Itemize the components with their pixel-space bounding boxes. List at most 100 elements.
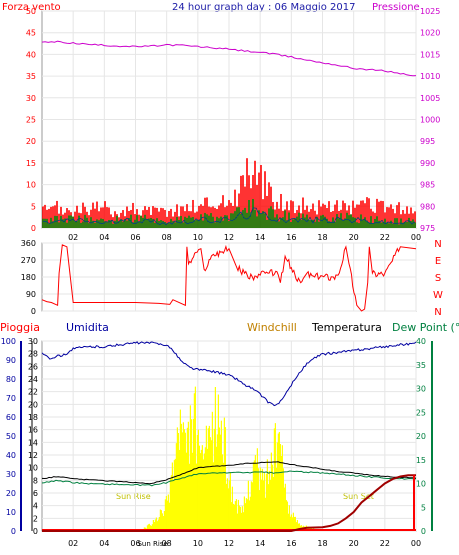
humidity-tick-label: 60 [6,413,16,422]
rain-tick-label: 20 [28,400,38,409]
pressure-line [41,40,417,77]
time-tick-label: 12 [224,233,234,242]
humidity-tick-label: 90 [6,356,16,365]
rain-tick-label: 28 [28,350,38,359]
time-tick-label: 18 [317,233,327,242]
direction-plot: 0 N 90 W 180 S 270 E 360 N [21,239,443,318]
time-tick-label: 04 [99,539,109,548]
humidity-tick-label: 0 [11,527,16,536]
pressure-tick-label: 975 [420,224,435,233]
compass-label: E [435,256,441,267]
compass-label: N [434,239,441,250]
dewpoint-line [41,470,416,487]
rain-tick-label: 18 [28,413,38,422]
time-tick-label: 06 [130,539,140,548]
time-tick-label: 22 [380,233,390,242]
pressure-tick-label: 990 [420,159,435,168]
rain-tick-label: 16 [28,426,38,435]
sun-rise-label: Sun Rise [116,492,151,501]
humidity-tick-label: 70 [6,394,16,403]
legend-dewpoint: Dew Point (°C [392,321,459,334]
wind-tick-label: 0 [31,224,36,233]
time-tick-label: 20 [349,539,359,548]
temperature-line [41,461,417,485]
direction-tick-label: 90 [26,290,36,299]
time-tick-label: 18 [317,539,327,548]
direction-tick-label: 270 [21,256,36,265]
time-tick-label: 00 [411,233,421,242]
time-tick-label: 14 [255,233,265,242]
pressure-tick-label: 1000 [420,116,440,125]
pressure-tick-label: 980 [420,202,435,211]
pressure-tick-label: 1005 [420,94,440,103]
time-tick-label: 06 [130,233,140,242]
pressure-tick-label: 995 [420,137,435,146]
legend-temperature: Temperatura [311,321,382,334]
pressure-label: Pressione [372,2,420,13]
rain-tick-label: 30 [28,337,38,346]
temperature-tick-label: 15 [416,456,426,465]
legend-windchill: Windchill [247,321,297,334]
wind-tick-label: 30 [26,94,36,103]
time-tick-label: 02 [68,539,78,548]
wind-tick-label: 10 [26,181,36,190]
temperature-tick-label: 10 [416,480,426,489]
bottom-plot: 0102030405060708090100024681012141618202… [1,337,426,548]
time-tick-label: 00 [411,539,421,548]
time-tick-label: 10 [193,233,203,242]
humidity-tick-label: 50 [6,432,16,441]
rain-tick-label: 8 [33,476,38,485]
wind-tick-label: 25 [26,116,36,125]
rain-tick-label: 14 [28,438,38,447]
chart-title: 24 hour graph day : 06 Maggio 2017 [172,2,355,13]
legend-rain: Pioggia [0,321,40,334]
direction-tick-label: 0 [31,307,36,316]
time-tick-label: 12 [224,539,234,548]
compass-label: N [434,307,441,318]
pressure-tick-label: 1020 [420,29,440,38]
temperature-tick-label: 40 [416,337,426,346]
compass-label: S [435,273,441,284]
wind-tick-label: 20 [26,137,36,146]
temperature-tick-label: 25 [416,408,426,417]
wind-tick-label: 45 [26,29,36,38]
wind-tick-label: 40 [26,50,36,59]
wind-tick-label: 35 [26,72,36,81]
time-tick-label: 20 [349,233,359,242]
time-tick-label: 02 [68,233,78,242]
rain-tick-label: 12 [28,451,38,460]
rain-tick-label: 22 [28,388,38,397]
humidity-tick-label: 20 [6,489,16,498]
temperature-tick-label: 0 [421,527,426,536]
rain-tick-label: 2 [33,514,38,523]
temperature-tick-label: 30 [416,385,426,394]
time-tick-label: 16 [286,233,296,242]
pressure-tick-label: 1025 [420,7,440,16]
temperature-tick-label: 35 [416,361,426,370]
humidity-tick-label: 80 [6,375,16,384]
rain-tick-label: 24 [28,375,38,384]
top-plot: 0510152025303540455097598098599099510001… [26,7,441,242]
compass-label: W [433,290,443,301]
time-tick-label: 10 [193,539,203,548]
wind-direction-line [41,244,417,312]
wind-min-line [43,207,416,226]
humidity-tick-label: 30 [6,470,16,479]
wind-speed-label: Forza vento [2,2,61,13]
rain-tick-label: 26 [28,362,38,371]
wind-tick-label: 50 [26,7,36,16]
direction-tick-label: 180 [21,273,36,282]
rain-tick-label: 10 [28,464,38,473]
temperature-tick-label: 5 [421,503,426,512]
legend-humidity: Umidita [66,321,109,334]
humidity-tick-label: 100 [1,337,16,346]
time-tick-label: 08 [162,539,172,548]
sun-set-label: Sun Set [343,492,374,501]
rain-tick-label: 6 [33,489,38,498]
time-tick-label: 14 [255,539,265,548]
rain-tick-label: 4 [33,502,38,511]
humidity-tick-label: 10 [6,508,16,517]
time-tick-label: 08 [162,233,172,242]
pressure-tick-label: 1015 [420,50,440,59]
